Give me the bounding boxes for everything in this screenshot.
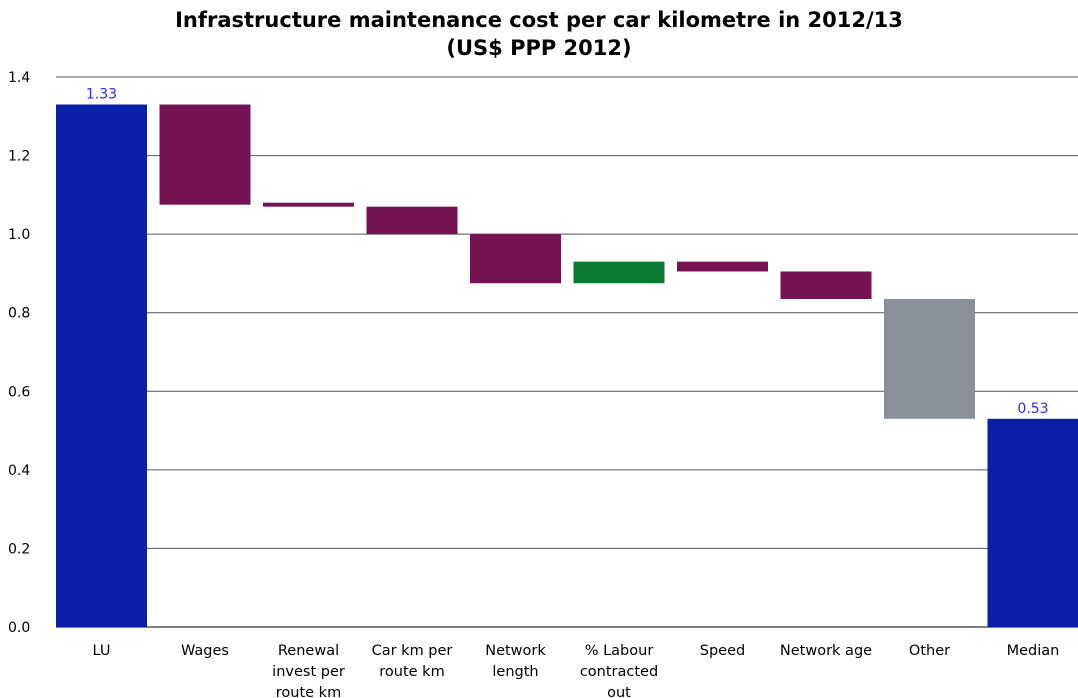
data-label: 1.33 (86, 87, 117, 103)
y-tick-label: 0.0 (8, 620, 30, 636)
y-axis-ticks: 0.0 0.2 0.4 0.6 0.8 1.0 1.2 1.4 (8, 70, 30, 636)
bar-total (987, 418, 1078, 627)
x-category-label: Wages (181, 643, 229, 659)
y-tick-label: 0.4 (8, 463, 30, 479)
bar-decrease (470, 234, 561, 284)
x-category-label: route km (276, 685, 341, 698)
y-tick-label: 1.2 (8, 149, 30, 165)
x-category-label: % Labour (585, 643, 654, 659)
x-category-label: route km (379, 664, 444, 680)
x-category-label: invest per (272, 664, 345, 680)
chart-title-line-1: Infrastructure maintenance cost per car … (175, 8, 903, 32)
x-category-label: Car km per (372, 643, 453, 659)
y-tick-label: 1.4 (8, 70, 30, 86)
x-category-label: out (607, 685, 631, 698)
chart-title: Infrastructure maintenance cost per car … (0, 6, 1078, 62)
x-category-label: LU (93, 643, 111, 659)
data-label: 0.53 (1017, 401, 1048, 417)
x-category-label: Other (909, 643, 950, 659)
x-category-label: contracted (580, 664, 658, 680)
bar-decrease (263, 202, 354, 207)
x-category-label: Median (1007, 643, 1060, 659)
bar-decrease (366, 206, 458, 235)
bar-decrease (780, 271, 872, 299)
y-tick-label: 0.8 (8, 306, 30, 322)
bar-total (56, 104, 147, 627)
data-labels: 1.33 0.53 (86, 87, 1049, 417)
x-category-label: Network (485, 643, 546, 659)
x-category-label: Renewal (278, 643, 339, 659)
x-category-label: Network age (780, 643, 872, 659)
chart-title-line-2: (US$ PPP 2012) (446, 36, 632, 60)
bars (56, 104, 1078, 627)
y-tick-label: 0.6 (8, 384, 30, 400)
y-tick-label: 0.2 (8, 541, 30, 557)
x-category-label: Speed (700, 643, 745, 659)
bar-decrease (677, 261, 768, 272)
bar-other (884, 298, 975, 419)
x-axis-categories: LU Wages Renewal invest per route km Car km p… (93, 643, 1060, 698)
y-tick-label: 1.0 (8, 227, 30, 243)
x-category-label: length (492, 664, 538, 680)
bar-increase (573, 261, 665, 284)
bar-decrease (159, 104, 251, 205)
